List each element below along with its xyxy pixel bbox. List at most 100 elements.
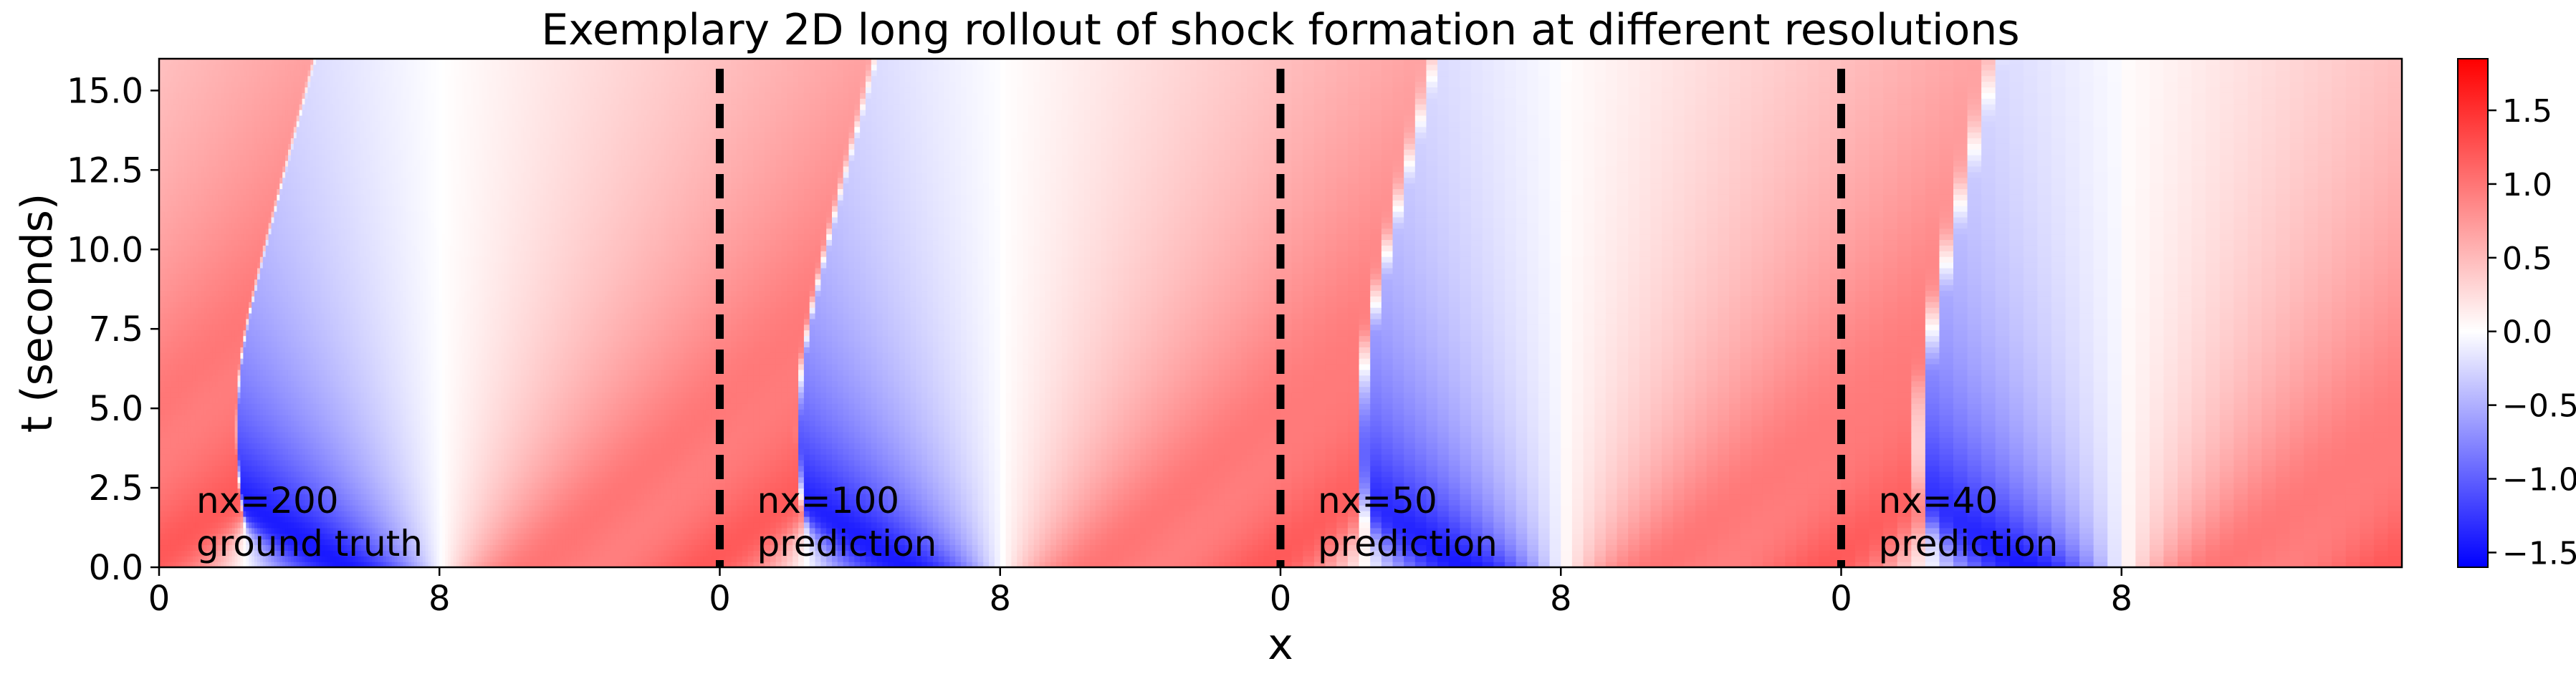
heatmap-cell <box>176 454 179 460</box>
heatmap-cell <box>395 466 398 471</box>
heatmap-cell <box>593 550 597 556</box>
heatmap-cell <box>608 511 611 516</box>
heatmap-cell <box>588 443 592 448</box>
heatmap-cell <box>557 477 561 483</box>
heatmap-cell <box>226 432 230 438</box>
heatmap-cell <box>173 471 177 477</box>
heatmap-cell <box>423 448 426 454</box>
heatmap-cell <box>664 466 667 471</box>
heatmap-cell <box>535 522 538 528</box>
heatmap-cell <box>386 483 390 488</box>
heatmap-cell <box>562 493 566 499</box>
heatmap-cell <box>583 438 586 443</box>
heatmap-cell <box>327 454 331 460</box>
heatmap-cell <box>291 438 295 443</box>
heatmap-cell <box>644 471 648 477</box>
heatmap-cell <box>641 426 645 432</box>
heatmap-cell <box>310 432 314 438</box>
heatmap-cell <box>484 528 488 534</box>
heatmap-cell <box>254 443 258 448</box>
heatmap-cell <box>709 466 712 471</box>
heatmap-cell <box>518 488 522 494</box>
heatmap-cell <box>484 460 488 466</box>
heatmap-cell <box>476 499 479 505</box>
heatmap-cell <box>162 511 166 516</box>
heatmap-cell <box>565 534 569 539</box>
heatmap-cell <box>490 483 494 488</box>
heatmap-cell <box>613 505 617 511</box>
heatmap-cell <box>686 443 690 448</box>
heatmap-cell <box>527 426 530 432</box>
heatmap-cell <box>706 477 709 483</box>
heatmap-cell <box>353 511 356 516</box>
heatmap-cell <box>664 499 667 505</box>
heatmap-cell <box>669 488 673 494</box>
heatmap-cell <box>593 448 597 454</box>
heatmap-cell <box>445 539 449 545</box>
heatmap-cell <box>509 539 513 545</box>
heatmap-cell <box>335 471 339 477</box>
heatmap-cell <box>703 483 707 488</box>
heatmap-cell <box>501 471 504 477</box>
heatmap-cell <box>476 544 479 550</box>
heatmap-cell <box>439 477 443 483</box>
heatmap-cell <box>380 443 384 448</box>
heatmap-cell <box>445 493 449 499</box>
heatmap-cell <box>501 426 504 432</box>
heatmap-cell <box>624 528 628 534</box>
heatmap-cell <box>406 460 409 466</box>
heatmap-cell <box>162 471 166 477</box>
heatmap-cell <box>691 426 695 432</box>
heatmap-cell <box>636 488 639 494</box>
heatmap-cell <box>487 448 491 454</box>
heatmap-cell <box>661 516 664 522</box>
heatmap-cell <box>509 499 513 505</box>
heatmap-cell <box>504 454 507 460</box>
heatmap-cell <box>681 493 684 499</box>
heatmap-cell <box>272 466 275 471</box>
heatmap-cell <box>451 432 454 438</box>
heatmap-cell <box>627 426 631 432</box>
heatmap-cell <box>647 460 651 466</box>
heatmap-cell <box>389 483 393 488</box>
heatmap-cell <box>496 443 499 448</box>
heatmap-cell <box>479 477 482 483</box>
heatmap-cell <box>338 477 342 483</box>
heatmap-cell <box>624 477 628 483</box>
heatmap-cell <box>666 539 670 545</box>
heatmap-cell <box>462 539 466 545</box>
heatmap-cell <box>535 488 538 494</box>
heatmap-cell <box>361 426 365 432</box>
heatmap-cell <box>209 426 213 432</box>
heatmap-cell <box>622 511 626 516</box>
heatmap-cell <box>190 511 193 516</box>
heatmap-cell <box>459 448 463 454</box>
heatmap-cell <box>386 426 390 432</box>
heatmap-cell <box>238 466 241 471</box>
heatmap-cell <box>171 438 174 443</box>
heatmap-cell <box>602 511 605 516</box>
heatmap-cell <box>212 432 216 438</box>
heatmap-cell <box>479 499 482 505</box>
heatmap-cell <box>602 534 605 539</box>
heatmap-cell <box>173 499 177 505</box>
heatmap-cell <box>540 522 544 528</box>
heatmap-cell <box>560 471 563 477</box>
heatmap-cell <box>521 471 525 477</box>
heatmap-cell <box>350 477 353 483</box>
heatmap-cell <box>562 460 566 466</box>
heatmap-cell <box>580 483 583 488</box>
heatmap-cell <box>700 483 704 488</box>
heatmap-cell <box>546 426 550 432</box>
heatmap-cell <box>678 539 681 545</box>
heatmap-cell <box>176 505 179 511</box>
heatmap-cell <box>689 556 692 562</box>
heatmap-cell <box>436 516 440 522</box>
heatmap-cell <box>462 454 466 460</box>
heatmap-cell <box>482 516 485 522</box>
heatmap-cell <box>672 493 676 499</box>
heatmap-cell <box>557 550 561 556</box>
heatmap-cell <box>518 556 522 562</box>
heatmap-cell <box>549 426 552 432</box>
heatmap-cell <box>540 493 544 499</box>
